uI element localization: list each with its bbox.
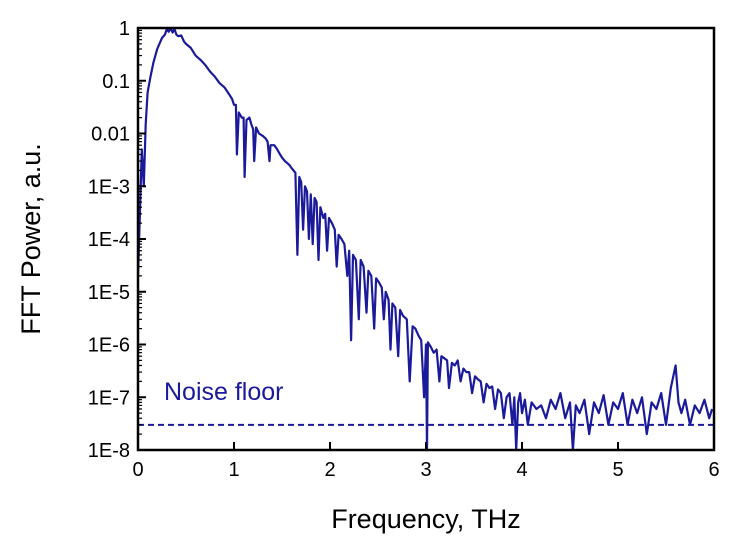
y-tick-label: 0.1 [102, 71, 130, 93]
y-tick-label: 1E-4 [88, 229, 130, 251]
series-group [138, 28, 714, 450]
x-tick-label: 6 [708, 459, 719, 481]
fft-series-line [138, 28, 714, 450]
y-axis-ticks: 1 0.1 0.01 1E-3 1E-4 1E-5 1E-6 1E-7 1E-8 [88, 18, 146, 462]
x-axis-ticks: 0 1 2 3 4 5 6 [132, 442, 720, 481]
y-tick-label: 1E-6 [88, 335, 130, 357]
y-tick-label: 1E-7 [88, 387, 130, 409]
x-tick-label: 2 [324, 459, 335, 481]
y-tick-label: 1E-5 [88, 282, 130, 304]
y-tick-label: 1E-8 [88, 440, 130, 462]
y-axis-title: FFT Power, a.u. [16, 143, 46, 335]
y-tick-label: 1 [119, 18, 130, 40]
y-tick-label: 0.01 [91, 124, 130, 146]
x-tick-label: 0 [132, 459, 143, 481]
noise-floor-label: Noise floor [164, 378, 284, 406]
y-tick-label: 1E-3 [88, 176, 130, 198]
x-tick-label: 5 [612, 459, 623, 481]
x-tick-label: 1 [228, 459, 239, 481]
x-tick-label: 4 [516, 459, 527, 481]
x-axis-title: Frequency, THz [331, 504, 521, 534]
x-tick-label: 3 [420, 459, 431, 481]
